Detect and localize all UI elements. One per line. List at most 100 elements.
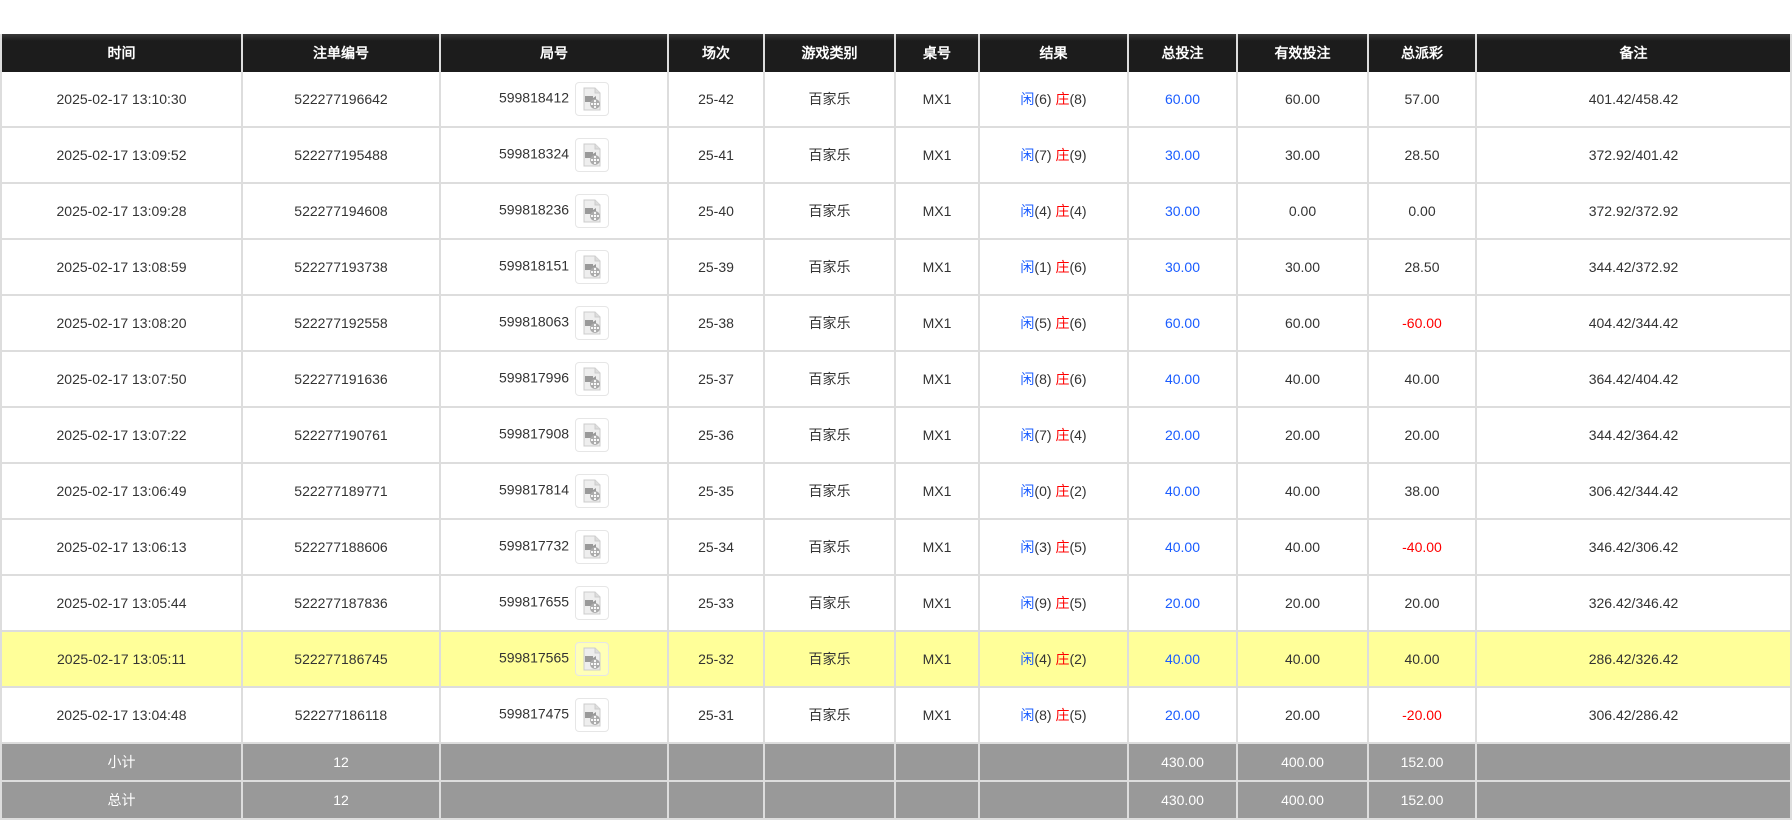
valid-bet-cell: 60.00 bbox=[1236, 72, 1369, 128]
player-label: 闲 bbox=[1020, 707, 1035, 723]
player-label: 闲 bbox=[1020, 427, 1035, 443]
player-score: (0) bbox=[1034, 483, 1052, 499]
video-replay-icon[interactable] bbox=[575, 474, 610, 508]
empty-cell bbox=[1475, 743, 1792, 782]
player-score: (6) bbox=[1034, 91, 1052, 107]
round-cell: 599817908 bbox=[439, 407, 669, 464]
payout-cell: -40.00 bbox=[1367, 519, 1477, 576]
banker-label: 庄 bbox=[1055, 371, 1070, 387]
table-row: 2025-02-17 13:04:48 522277186118 5998174… bbox=[0, 687, 1792, 744]
bet-id-cell: 522277189771 bbox=[241, 463, 441, 520]
summary-row: 小计 12 430.00 400.00 152.00 bbox=[0, 743, 1792, 782]
table-row: 2025-02-17 13:08:59 522277193738 5998181… bbox=[0, 239, 1792, 296]
player-label: 闲 bbox=[1020, 315, 1035, 331]
game-cell: 百家乐 bbox=[763, 519, 896, 576]
video-replay-icon[interactable] bbox=[575, 138, 610, 172]
video-replay-icon[interactable] bbox=[575, 530, 610, 564]
player-label: 闲 bbox=[1020, 483, 1035, 499]
time-cell: 2025-02-17 13:08:20 bbox=[0, 295, 243, 352]
player-score: (1) bbox=[1034, 259, 1052, 275]
empty-cell bbox=[763, 781, 896, 820]
round-cell: 599817732 bbox=[439, 519, 669, 576]
time-cell: 2025-02-17 13:04:48 bbox=[0, 687, 243, 744]
video-replay-icon[interactable] bbox=[575, 418, 610, 452]
video-replay-icon[interactable] bbox=[575, 194, 610, 228]
table-cell: MX1 bbox=[894, 407, 980, 464]
shoe-cell: 25-33 bbox=[667, 575, 765, 632]
player-label: 闲 bbox=[1020, 539, 1035, 555]
total-bet-cell: 20.00 bbox=[1127, 407, 1238, 464]
video-replay-icon[interactable] bbox=[575, 362, 610, 396]
result-cell: 闲(8) 庄(6) bbox=[978, 351, 1129, 408]
table-cell: MX1 bbox=[894, 519, 980, 576]
video-replay-icon[interactable] bbox=[575, 586, 610, 620]
total-bet-cell: 30.00 bbox=[1127, 127, 1238, 184]
note-cell: 364.42/404.42 bbox=[1475, 351, 1792, 408]
column-header: 游戏类别 bbox=[763, 34, 896, 72]
round-number: 599818412 bbox=[498, 89, 570, 106]
column-header: 桌号 bbox=[894, 34, 980, 72]
empty-cell bbox=[978, 743, 1129, 782]
video-replay-icon[interactable] bbox=[575, 698, 610, 732]
summary-count: 12 bbox=[241, 743, 441, 782]
game-cell: 百家乐 bbox=[763, 631, 896, 688]
video-replay-icon[interactable] bbox=[575, 82, 610, 116]
banker-label: 庄 bbox=[1055, 595, 1070, 611]
round-number: 599817908 bbox=[498, 425, 570, 442]
banker-score: (8) bbox=[1069, 91, 1087, 107]
valid-bet-cell: 30.00 bbox=[1236, 127, 1369, 184]
player-score: (5) bbox=[1034, 315, 1052, 331]
video-replay-icon[interactable] bbox=[575, 306, 610, 340]
banker-label: 庄 bbox=[1055, 651, 1070, 667]
table-cell: MX1 bbox=[894, 687, 980, 744]
round-number: 599817475 bbox=[498, 705, 570, 722]
bet-id-cell: 522277187836 bbox=[241, 575, 441, 632]
round-number: 599817814 bbox=[498, 481, 570, 498]
video-replay-icon[interactable] bbox=[575, 642, 610, 676]
banker-label: 庄 bbox=[1055, 147, 1070, 163]
banker-label: 庄 bbox=[1055, 91, 1070, 107]
time-cell: 2025-02-17 13:06:49 bbox=[0, 463, 243, 520]
total-bet-cell: 60.00 bbox=[1127, 295, 1238, 352]
note-cell: 306.42/286.42 bbox=[1475, 687, 1792, 744]
bet-id-cell: 522277193738 bbox=[241, 239, 441, 296]
result-cell: 闲(4) 庄(4) bbox=[978, 183, 1129, 240]
time-cell: 2025-02-17 13:09:28 bbox=[0, 183, 243, 240]
table-cell: MX1 bbox=[894, 127, 980, 184]
total-bet-cell: 40.00 bbox=[1127, 351, 1238, 408]
player-score: (9) bbox=[1034, 595, 1052, 611]
empty-cell bbox=[439, 781, 669, 820]
game-cell: 百家乐 bbox=[763, 463, 896, 520]
note-cell: 344.42/364.42 bbox=[1475, 407, 1792, 464]
summary-valid-bet: 400.00 bbox=[1236, 743, 1369, 782]
shoe-cell: 25-38 bbox=[667, 295, 765, 352]
bet-id-cell: 522277186745 bbox=[241, 631, 441, 688]
video-replay-icon[interactable] bbox=[575, 250, 610, 284]
shoe-cell: 25-35 bbox=[667, 463, 765, 520]
banker-score: (6) bbox=[1069, 315, 1087, 331]
round-number: 599817732 bbox=[498, 537, 570, 554]
banker-score: (5) bbox=[1069, 539, 1087, 555]
column-header: 有效投注 bbox=[1236, 34, 1369, 72]
player-score: (4) bbox=[1034, 651, 1052, 667]
bet-records-table: 时间 注单编号 局号 场次 游戏类别 桌号 结果 总投注 有效投注 总派彩 备注 2025-02-1… bbox=[0, 34, 1792, 820]
summary-payout: 152.00 bbox=[1367, 781, 1477, 820]
round-number: 599818236 bbox=[498, 201, 570, 218]
banker-label: 庄 bbox=[1055, 315, 1070, 331]
summary-valid-bet: 400.00 bbox=[1236, 781, 1369, 820]
banker-score: (2) bbox=[1069, 651, 1087, 667]
payout-cell: 28.50 bbox=[1367, 239, 1477, 296]
round-number: 599818063 bbox=[498, 313, 570, 330]
payout-cell: 40.00 bbox=[1367, 631, 1477, 688]
banker-label: 庄 bbox=[1055, 539, 1070, 555]
total-bet-cell: 20.00 bbox=[1127, 687, 1238, 744]
banker-score: (6) bbox=[1069, 259, 1087, 275]
banker-label: 庄 bbox=[1055, 203, 1070, 219]
time-cell: 2025-02-17 13:05:44 bbox=[0, 575, 243, 632]
round-number: 599817565 bbox=[498, 649, 570, 666]
valid-bet-cell: 20.00 bbox=[1236, 687, 1369, 744]
payout-cell: 38.00 bbox=[1367, 463, 1477, 520]
round-cell: 599817565 bbox=[439, 631, 669, 688]
empty-cell bbox=[1475, 781, 1792, 820]
total-bet-cell: 20.00 bbox=[1127, 575, 1238, 632]
